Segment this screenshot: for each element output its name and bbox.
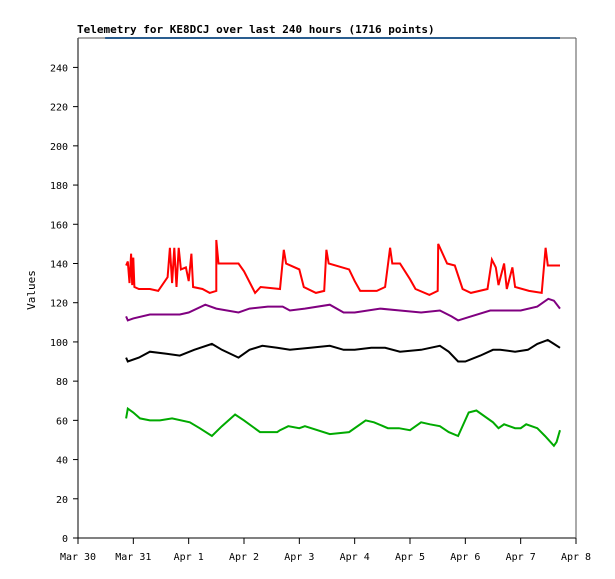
y-tick-label: 120: [50, 299, 68, 310]
y-axis-label: Values: [25, 270, 38, 310]
x-tick-label: Apr 4: [340, 552, 370, 563]
x-tick-label: Apr 3: [284, 552, 314, 563]
x-tick-label: Mar 30: [60, 552, 96, 563]
x-tick-label: Apr 6: [450, 552, 480, 563]
y-tick-label: 180: [50, 181, 68, 192]
x-tick-label: Apr 1: [174, 552, 204, 563]
y-tick-label: 0: [62, 534, 68, 545]
axis-layer: 0 20 40 60 80 100 120 140 160 180 200 220 240 Mar 30 M…: [50, 37, 591, 563]
x-tick-label: Apr 7: [506, 552, 536, 563]
y-tick-label: 40: [56, 456, 68, 467]
y-tick-label: 240: [50, 63, 68, 74]
series-red: [125, 239, 560, 296]
y-tick-label: 80: [56, 377, 68, 388]
series-purple: [125, 297, 561, 322]
chart-title: Telemetry for KE8DCJ over last 240 hours…: [77, 23, 435, 36]
series-black: [125, 338, 561, 363]
y-tick-label: 220: [50, 103, 68, 114]
x-tick-label: Apr 2: [229, 552, 259, 563]
y-tick-label: 200: [50, 142, 68, 153]
y-tick-label: 60: [56, 416, 68, 427]
y-tick-label: 100: [50, 338, 68, 349]
x-tick-label: Apr 5: [395, 552, 425, 563]
x-tick-label: Apr 8: [561, 552, 591, 563]
y-tick-label: 140: [50, 259, 68, 270]
series-layer: [105, 37, 561, 448]
y-tick-label: 160: [50, 220, 68, 231]
x-tick-label: Mar 31: [115, 552, 151, 563]
y-tick-label: 20: [56, 495, 68, 506]
series-green: [125, 406, 561, 448]
